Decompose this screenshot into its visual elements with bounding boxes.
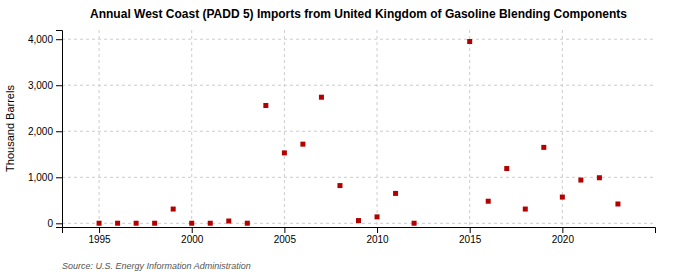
point — [189, 221, 194, 226]
tick-label: 4,000 — [28, 34, 53, 45]
point — [615, 201, 620, 206]
point — [541, 145, 546, 150]
point — [208, 221, 213, 226]
point — [504, 166, 509, 171]
grid-line — [99, 30, 100, 227]
tick-label: 0 — [47, 218, 53, 229]
grid — [62, 30, 655, 227]
tick-mark — [377, 227, 378, 233]
tick-label: 3,000 — [28, 80, 53, 91]
chart: 1995 2000 2005 2010 2015 2020 0 1,000 2,000 3,000… — [0, 0, 675, 275]
tick-label: 2020 — [552, 234, 575, 245]
point — [300, 142, 305, 147]
grid-line — [377, 30, 378, 227]
tick-label: 2000 — [181, 234, 204, 245]
point — [597, 175, 602, 180]
plot: 1995 2000 2005 2010 2015 2020 0 1,000 2,000 3,000… — [28, 30, 656, 245]
x-axis: 1995 2000 2005 2010 2015 2020 — [63, 227, 656, 245]
point — [226, 219, 231, 224]
point — [171, 207, 176, 212]
point — [134, 221, 139, 226]
point — [263, 103, 268, 108]
points — [97, 39, 621, 226]
grid-line — [284, 30, 285, 227]
tick-label: 2005 — [274, 234, 297, 245]
tick: 2005 — [274, 227, 297, 245]
point — [337, 183, 342, 188]
y-axis-title: Thousand Barrels — [4, 85, 16, 172]
tick-mark — [56, 85, 62, 86]
point — [115, 221, 120, 226]
tick: 2000 — [181, 227, 204, 245]
tick-mark — [562, 227, 563, 233]
tick: 2010 — [366, 227, 389, 245]
tick: 1995 — [88, 227, 111, 245]
grid-line — [62, 177, 655, 178]
y-axis: 0 1,000 2,000 3,000 4,000 — [28, 31, 63, 230]
point — [319, 95, 324, 100]
axis-line — [56, 31, 63, 228]
point — [245, 221, 250, 226]
point — [523, 207, 528, 212]
tick-label: 2015 — [459, 234, 482, 245]
point — [393, 191, 398, 196]
grid-line — [62, 131, 655, 132]
tick: 1,000 — [28, 172, 62, 183]
tick: 4,000 — [28, 34, 62, 45]
tick: 2015 — [459, 227, 482, 245]
point — [152, 221, 157, 226]
grid-line — [469, 30, 470, 227]
point — [560, 195, 565, 200]
tick-label: 2,000 — [28, 126, 53, 137]
point — [375, 214, 380, 219]
point — [467, 39, 472, 44]
tick-mark — [56, 39, 62, 40]
tick-label: 1,000 — [28, 172, 53, 183]
tick-mark — [56, 223, 62, 224]
tick-mark — [56, 177, 62, 178]
grid-line — [62, 39, 655, 40]
point — [282, 150, 287, 155]
tick-mark — [56, 131, 62, 132]
annotation: Source: U.S. Energy Information Administ… — [62, 261, 251, 271]
point — [356, 218, 361, 223]
tick: 0 — [47, 218, 62, 229]
point — [97, 221, 102, 226]
tick: 3,000 — [28, 80, 62, 91]
axis-line — [63, 228, 656, 234]
grid-line — [62, 85, 655, 86]
point — [578, 178, 583, 183]
tick: 2,000 — [28, 126, 62, 137]
point — [486, 199, 491, 204]
tick-mark — [192, 227, 193, 233]
tick-mark — [99, 227, 100, 233]
tick-mark — [470, 227, 471, 233]
tick-label: 1995 — [88, 234, 111, 245]
point — [412, 221, 417, 226]
tick: 2020 — [552, 227, 575, 245]
title: Annual West Coast (PADD 5) Imports from … — [90, 7, 627, 21]
grid-line — [191, 30, 192, 227]
tick-mark — [284, 227, 285, 233]
tick-label: 2010 — [366, 234, 389, 245]
